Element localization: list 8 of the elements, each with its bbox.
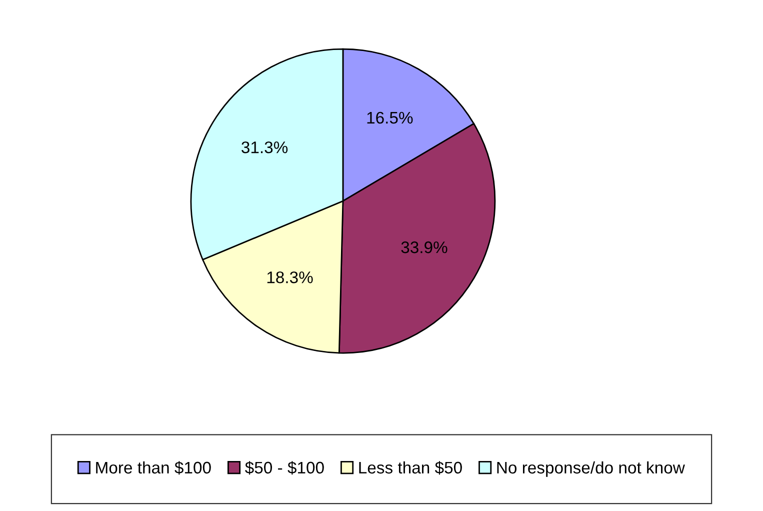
- legend-label: No response/do not know: [497, 461, 685, 477]
- data-label: 31.3%: [242, 141, 288, 154]
- data-label: 18.3%: [267, 271, 313, 284]
- data-label: 16.5%: [367, 112, 413, 124]
- data-label: 33.9%: [401, 241, 448, 254]
- legend-label: More than $100: [96, 461, 211, 475]
- legend-label: $50 - $100: [245, 461, 324, 475]
- legend-label: Less than $50: [359, 461, 462, 475]
